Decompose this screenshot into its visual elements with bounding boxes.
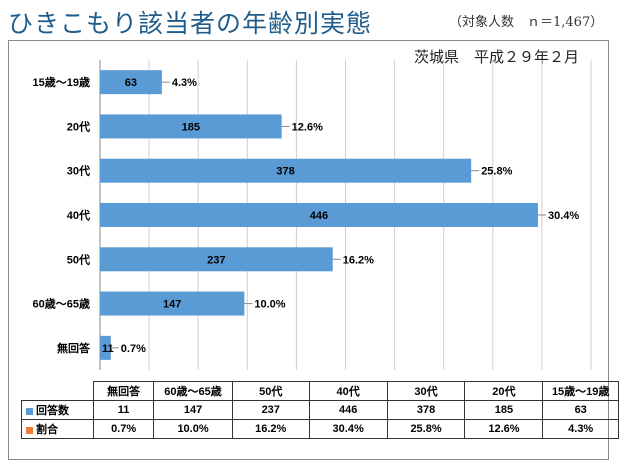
table-cell: 378 xyxy=(386,400,466,420)
percent-label: 10.0% xyxy=(254,299,285,311)
table-col-header: 20代 xyxy=(464,381,544,401)
bar-value-label: 185 xyxy=(182,121,200,133)
table-cell: 185 xyxy=(464,400,544,420)
table-cell: 0.7% xyxy=(92,419,155,439)
bar-value-label: 147 xyxy=(163,299,181,311)
bar xyxy=(100,335,111,360)
table-col-header: 50代 xyxy=(231,381,310,401)
table-cell: 16.2% xyxy=(231,419,310,439)
table-cell: 63 xyxy=(542,400,619,420)
table-cell: 11 xyxy=(92,400,155,420)
data-table: 無回答 60歳～65歳 50代 40代 30代 20代 15歳～19歳 回答数 … xyxy=(21,381,619,439)
bar-value-label: 237 xyxy=(207,254,225,266)
percent-label: 16.2% xyxy=(343,254,374,266)
bar-value-label: 11 xyxy=(102,343,114,355)
bar-value-label: 378 xyxy=(276,166,294,178)
row-label-text: 割合 xyxy=(36,424,58,436)
table-row-label: 回答数 xyxy=(21,400,94,420)
table-cell: 10.0% xyxy=(153,419,233,439)
table-row: 割合 0.7% 10.0% 16.2% 30.4% 25.8% 12.6% 4.… xyxy=(21,419,619,439)
table-col-header: 30代 xyxy=(386,381,466,401)
category-label: 15歳～19歳 xyxy=(33,75,90,89)
table-col-header: 60歳～65歳 xyxy=(153,381,233,401)
bar xyxy=(100,114,282,139)
table-header-row: 無回答 60歳～65歳 50代 40代 30代 20代 15歳～19歳 xyxy=(22,381,619,401)
category-label: 30代 xyxy=(67,164,90,178)
table-col-header: 15歳～19歳 xyxy=(542,381,619,401)
category-label: 50代 xyxy=(67,252,90,266)
rate-legend-key xyxy=(26,426,33,434)
row-label-text: 回答数 xyxy=(36,405,69,417)
count-legend-key xyxy=(26,407,33,415)
bar xyxy=(100,203,538,227)
percent-label: 0.7% xyxy=(121,343,146,355)
percent-label: 12.6% xyxy=(292,121,323,133)
bar xyxy=(100,247,333,272)
percent-label: 25.8% xyxy=(481,166,512,178)
table-corner xyxy=(22,382,94,401)
bar xyxy=(100,70,162,95)
bar xyxy=(100,158,472,183)
table-cell: 237 xyxy=(231,400,310,420)
category-label: 60歳～65歳 xyxy=(33,297,90,311)
sample-size-note: （対象人数 ｎ＝1,467） xyxy=(449,15,604,30)
percent-label: 4.3% xyxy=(172,77,197,89)
table-cell: 30.4% xyxy=(308,419,388,439)
category-label: 20代 xyxy=(67,119,90,133)
chart-subtitle: 茨城県 平成２９年２月 xyxy=(414,48,580,66)
table-row-label: 割合 xyxy=(21,419,94,439)
table-row: 回答数 11 147 237 446 378 185 63 xyxy=(21,400,619,420)
table-cell: 446 xyxy=(308,400,388,420)
table-cell: 147 xyxy=(153,400,233,420)
category-label: 40代 xyxy=(67,208,90,222)
table-cell: 25.8% xyxy=(386,419,466,439)
bar-value-label: 63 xyxy=(125,77,137,89)
page-title: ひきこもり該当者の年齢別実態 xyxy=(8,9,373,38)
category-label: 無回答 xyxy=(57,341,91,355)
table-cell: 12.6% xyxy=(464,419,544,439)
bar-value-label: 446 xyxy=(310,210,328,222)
table-col-header: 40代 xyxy=(308,381,388,401)
table-col-header: 無回答 xyxy=(92,381,155,401)
percent-label: 30.4% xyxy=(548,210,579,222)
bar xyxy=(100,291,245,316)
chart-frame xyxy=(8,40,609,460)
table-cell: 4.3% xyxy=(542,419,619,439)
